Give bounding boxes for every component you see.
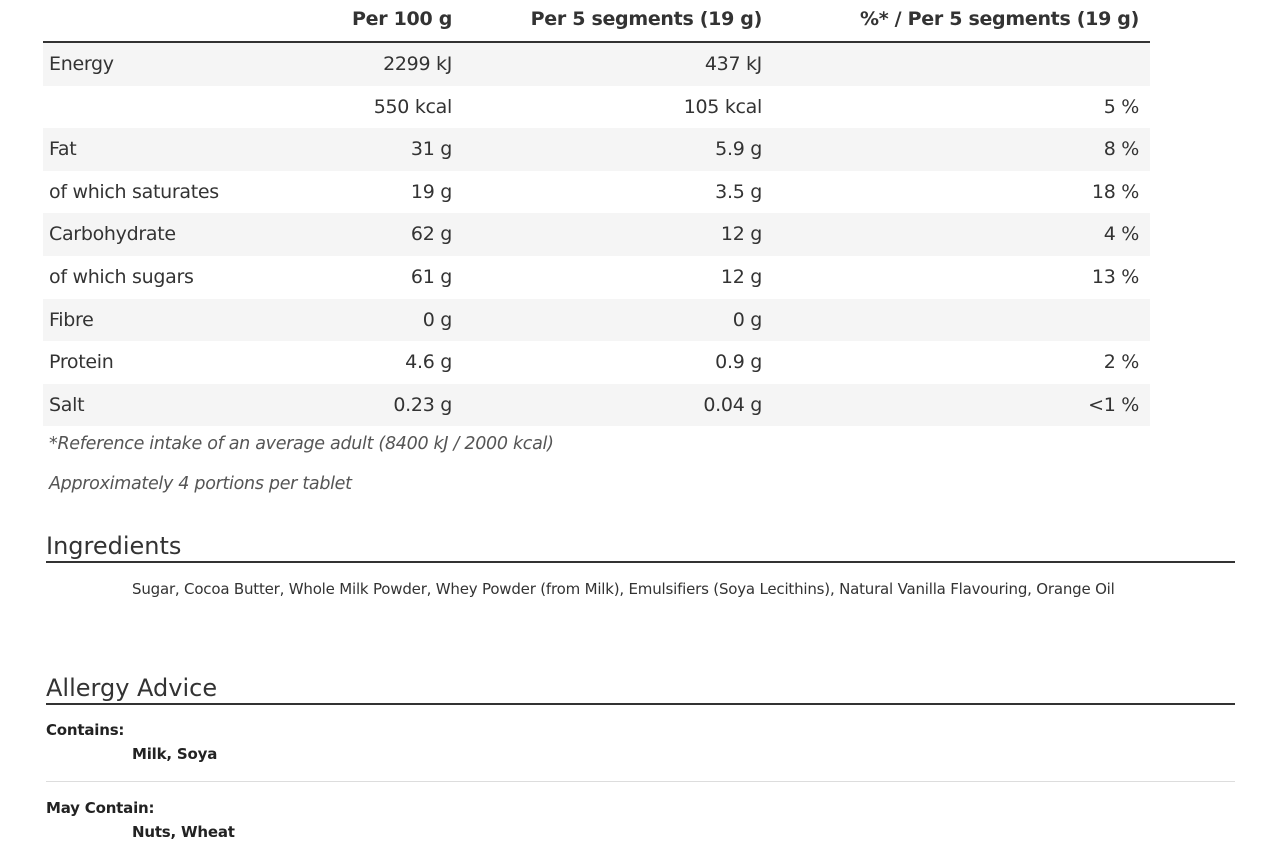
header-per-100g: Per 100 g: [352, 8, 452, 30]
value-per-100g: 2299 kJ: [383, 53, 452, 75]
value-per-100g: 19 g: [410, 180, 452, 203]
may-contain-value: Nuts, Wheat: [132, 823, 235, 841]
table-row: Protein 4.6 g 0.9 g 2 %: [43, 341, 1150, 384]
value-per-portion: 3.5 g: [715, 180, 762, 203]
value-reference-intake: 5 %: [1103, 95, 1140, 118]
nutrient-name: Energy: [49, 53, 114, 75]
header-per-portion: Per 5 segments (19 g): [530, 8, 763, 30]
nutrition-table-header: Per 100 g Per 5 segments (19 g) %* / Per…: [43, 0, 1150, 43]
allergy-advice-heading: Allergy Advice: [46, 674, 1235, 705]
table-row: of which sugars 61 g 12 g 13 %: [43, 256, 1150, 299]
value-reference-intake: 4 %: [1103, 223, 1140, 246]
value-per-portion: 12 g: [720, 265, 762, 288]
ingredients-list: Sugar, Cocoa Butter, Whole Milk Powder, …: [132, 580, 1115, 598]
value-per-portion: 105 kcal: [683, 95, 763, 118]
nutrient-name: of which saturates: [49, 180, 219, 203]
table-row: 550 kcal 105 kcal 5 %: [43, 86, 1150, 129]
value-per-100g: 0.23 g: [393, 393, 452, 416]
table-row: Fat 31 g 5.9 g 8 %: [43, 128, 1150, 171]
value-per-100g: 550 kcal: [373, 95, 453, 118]
reference-intake-note: *Reference intake of an average adult (8…: [49, 434, 554, 454]
nutrient-name: Protein: [49, 351, 114, 374]
nutrient-name: of which sugars: [49, 265, 194, 288]
allergy-contains-block: Contains: Milk, Soya: [46, 721, 1235, 782]
value-per-portion: 437 kJ: [704, 53, 762, 75]
ingredients-heading: Ingredients: [46, 532, 1235, 563]
value-per-portion: 0.9 g: [715, 351, 762, 374]
value-per-portion: 0.04 g: [703, 393, 762, 416]
allergy-may-contain-block: May Contain: Nuts, Wheat: [46, 799, 1235, 841]
value-per-100g: 0 g: [422, 308, 453, 331]
value-per-portion: 0 g: [732, 308, 763, 331]
value-per-portion: 12 g: [720, 223, 762, 246]
may-contain-label: May Contain:: [46, 799, 155, 817]
value-per-100g: 4.6 g: [405, 351, 452, 374]
nutrient-name: Salt: [49, 393, 85, 416]
table-row: Fibre 0 g 0 g: [43, 298, 1150, 342]
table-row: Carbohydrate 62 g 12 g 4 %: [43, 213, 1150, 256]
value-reference-intake: <1 %: [1088, 393, 1139, 416]
table-row: Salt 0.23 g 0.04 g <1 %: [43, 383, 1150, 427]
value-per-100g: 31 g: [410, 138, 452, 161]
table-row: of which saturates 19 g 3.5 g 18 %: [43, 171, 1150, 214]
value-reference-intake: 18 %: [1091, 180, 1139, 203]
nutrient-name: Fibre: [49, 308, 94, 331]
nutrient-name: Carbohydrate: [49, 223, 176, 246]
nutrition-table: Per 100 g Per 5 segments (19 g) %* / Per…: [43, 0, 1150, 427]
contains-value: Milk, Soya: [132, 745, 218, 763]
value-per-100g: 61 g: [410, 265, 452, 288]
header-reference-intake: %* / Per 5 segments (19 g): [859, 8, 1139, 30]
portion-note: Approximately 4 portions per tablet: [49, 474, 352, 494]
value-reference-intake: 13 %: [1091, 265, 1139, 288]
nutrient-name: Fat: [49, 138, 77, 161]
table-row: Energy 2299 kJ 437 kJ: [43, 43, 1150, 86]
value-per-100g: 62 g: [410, 223, 452, 246]
value-reference-intake: 2 %: [1103, 351, 1140, 374]
contains-label: Contains:: [46, 721, 125, 739]
value-reference-intake: 8 %: [1103, 138, 1140, 161]
value-per-portion: 5.9 g: [715, 138, 762, 161]
